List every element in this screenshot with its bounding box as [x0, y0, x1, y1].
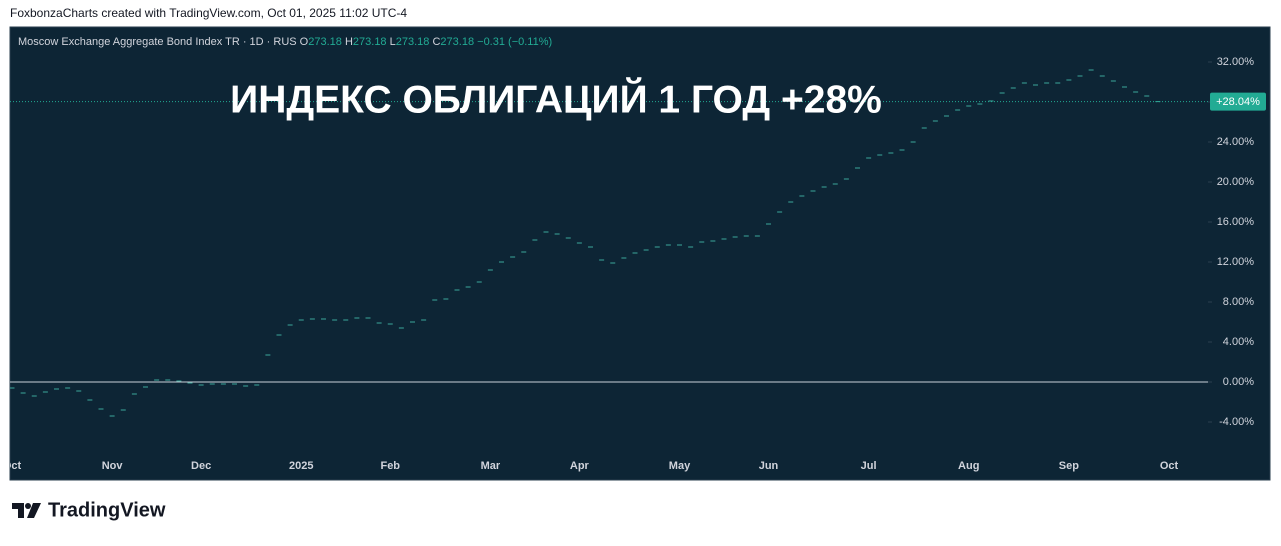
attribution: FoxbonzaCharts created with TradingView.… [10, 6, 407, 20]
last-value-label: +28.04% [1216, 96, 1260, 108]
y-tick-label: 0.00% [1223, 376, 1254, 388]
ohlc-value: 273.18 [308, 36, 342, 48]
x-tick-label: Apr [570, 460, 590, 472]
x-tick-label: Sep [1059, 460, 1079, 472]
y-tick-label: 20.00% [1217, 176, 1255, 188]
x-tick-label: Dec [191, 460, 211, 472]
x-tick-label: Nov [102, 460, 124, 472]
x-tick-label: Aug [958, 460, 979, 472]
y-tick-label: 4.00% [1223, 336, 1254, 348]
chart-panel [9, 26, 1271, 481]
x-tick-label: Feb [380, 460, 400, 472]
x-tick-label: Oct [1160, 460, 1179, 472]
ohlc-value: 273.18 [440, 36, 474, 48]
y-tick-label: -4.00% [1219, 416, 1254, 428]
y-tick-label: 24.00% [1217, 136, 1255, 148]
y-tick-label: 16.00% [1217, 216, 1255, 228]
x-tick-label: Jul [861, 460, 877, 472]
legend: Moscow Exchange Aggregate Bond Index TR … [18, 36, 552, 48]
ohlc-key: H [345, 36, 353, 48]
ohlc-key: L [390, 36, 396, 48]
y-tick-label: 12.00% [1217, 256, 1255, 268]
change: −0.31 (−0.11%) [477, 36, 552, 48]
legend-name: Moscow Exchange Aggregate Bond Index TR … [18, 36, 297, 48]
ohlc-value: 273.18 [353, 36, 387, 48]
y-tick-label: 32.00% [1217, 56, 1255, 68]
ohlc-key: C [432, 36, 440, 48]
x-tick-label: Oct [3, 460, 22, 472]
ohlc-value: 273.18 [396, 36, 430, 48]
brand: TradingView [48, 499, 166, 521]
x-tick-label: Jun [759, 460, 779, 472]
plot: Oct Nov Dec 2025 Feb Mar Apr May Jun Jul Aug Sep Oct [3, 69, 1208, 472]
x-tick-label: May [669, 460, 691, 472]
x-tick-label: Mar [481, 460, 501, 472]
ohlc-key: O [300, 36, 309, 48]
y-tick-label: 8.00% [1223, 296, 1254, 308]
chart-title: ИНДЕКС ОБЛИГАЦИЙ 1 ГОД +28% [230, 76, 882, 121]
logo [12, 503, 41, 518]
last-value-box [1210, 92, 1266, 111]
x-tick-label: 2025 [289, 460, 313, 472]
